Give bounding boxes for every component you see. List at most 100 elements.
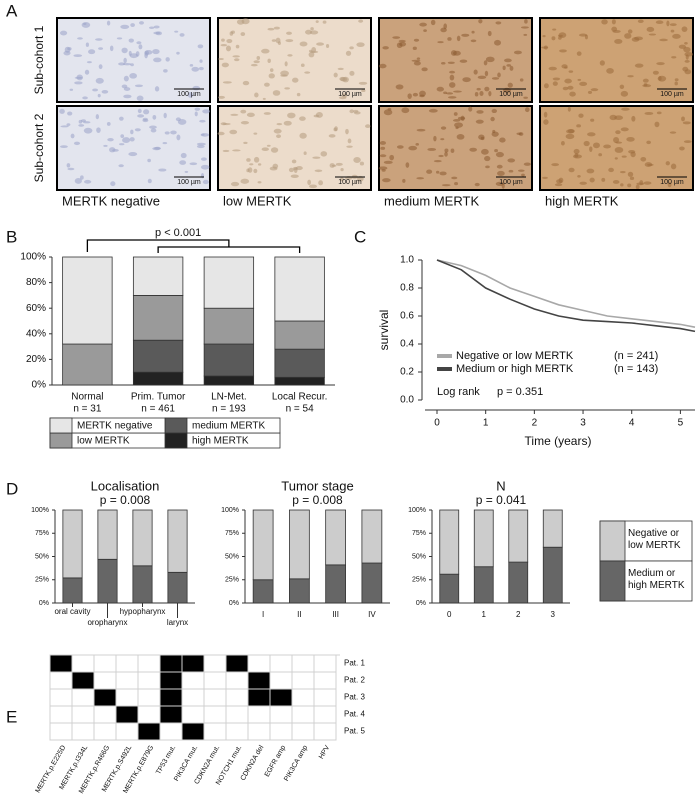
cell-texture [684, 69, 692, 75]
cell-texture [158, 168, 167, 172]
cell-texture [112, 148, 119, 152]
cell-texture [454, 122, 463, 128]
y-tick-label: 25% [35, 577, 49, 584]
cell-texture [615, 141, 623, 144]
cell-texture [236, 19, 245, 25]
legend-note: (n = 241) [614, 350, 658, 362]
panel-label: E [6, 707, 17, 726]
cell-texture [128, 38, 134, 43]
cell-texture [353, 111, 361, 115]
cell-texture [446, 92, 454, 95]
cell-texture [81, 21, 91, 28]
cell-texture [378, 166, 388, 170]
cell-texture [353, 157, 361, 163]
cell-texture [459, 59, 468, 63]
bar-segment [132, 565, 153, 604]
cell-texture [674, 81, 678, 86]
panel-label: D [6, 479, 18, 498]
oncoprint-cell [115, 688, 139, 707]
cell-texture [365, 124, 371, 129]
cell-texture [519, 78, 524, 82]
cell-texture [177, 118, 187, 125]
cell-texture [303, 151, 307, 155]
legend-swatch [599, 560, 626, 602]
cell-texture [416, 57, 421, 60]
bar-segment [508, 561, 529, 604]
cell-texture [136, 41, 142, 45]
cell-texture [335, 162, 343, 166]
cell-texture [349, 46, 354, 50]
cell-texture [359, 161, 365, 166]
cell-texture [382, 178, 391, 183]
oncoprint-cell [269, 654, 293, 673]
cell-texture [419, 22, 427, 27]
cell-texture [543, 111, 548, 118]
cell-texture [513, 50, 522, 55]
cell-texture [254, 92, 259, 98]
cell-texture [473, 69, 478, 75]
oncoprint-cell [181, 688, 205, 707]
cell-texture [551, 36, 556, 41]
cell-texture [554, 183, 563, 187]
column-label: high MERTK [545, 193, 619, 208]
patient-label: Pat. 2 [344, 676, 365, 685]
bar-segment [274, 320, 325, 350]
oncoprint-cell [93, 722, 117, 741]
cell-texture [153, 31, 161, 35]
cell-texture [666, 20, 670, 27]
cell-texture [671, 56, 677, 59]
cell-texture [95, 77, 104, 84]
cell-texture [567, 106, 571, 112]
cell-texture [340, 77, 348, 82]
cell-texture [229, 129, 238, 135]
cell-texture [199, 59, 203, 63]
cell-texture [656, 62, 665, 66]
cell-texture [198, 66, 204, 71]
y-tick-label: 0.2 [400, 367, 414, 378]
legend-label: Negative or low MERTK [456, 350, 574, 362]
oncoprint-cell [291, 722, 315, 741]
chart-title: Localisation [91, 478, 160, 493]
cell-texture [577, 174, 581, 178]
cell-texture [98, 64, 103, 70]
oncoprint-cell [159, 705, 183, 724]
cell-texture [639, 180, 644, 185]
oncoprint-cell [115, 722, 139, 741]
x-tick-label: LN-Met. [211, 392, 247, 403]
cell-texture [316, 42, 324, 46]
cell-texture [106, 20, 111, 26]
cell-texture [291, 159, 297, 164]
cell-texture [652, 70, 659, 75]
category-note: n = 31 [73, 404, 102, 415]
annotation: Log rank [437, 386, 480, 398]
bar-segment [132, 339, 184, 373]
cell-texture [558, 36, 562, 40]
cell-texture [288, 167, 294, 173]
oncoprint-cell [93, 688, 117, 707]
cell-texture [412, 46, 417, 50]
y-tick-label: 100% [20, 252, 46, 263]
cell-texture [428, 108, 438, 113]
cell-texture [444, 148, 449, 153]
oncoprint-cell [137, 654, 161, 673]
cell-texture [129, 72, 138, 79]
cell-texture [122, 62, 132, 66]
cell-texture [599, 60, 605, 66]
scale-bar-label: 100 µm [660, 179, 684, 186]
cell-texture [73, 54, 83, 58]
x-tick-label: Prim. Tumor [131, 392, 186, 403]
oncoprint-cell [115, 654, 139, 673]
cell-texture [345, 128, 349, 135]
cell-texture [144, 52, 148, 59]
cell-texture [587, 90, 593, 94]
cell-texture [426, 169, 433, 174]
cell-texture [443, 23, 448, 30]
cell-texture [449, 74, 455, 81]
y-tick-label: 25% [412, 577, 426, 584]
cell-texture [523, 162, 531, 166]
cell-texture [447, 37, 452, 41]
cell-texture [267, 58, 271, 64]
category-note: n = 461 [141, 404, 175, 415]
chart-subtitle: p = 0.008 [100, 493, 151, 507]
bar-segment [203, 307, 255, 345]
